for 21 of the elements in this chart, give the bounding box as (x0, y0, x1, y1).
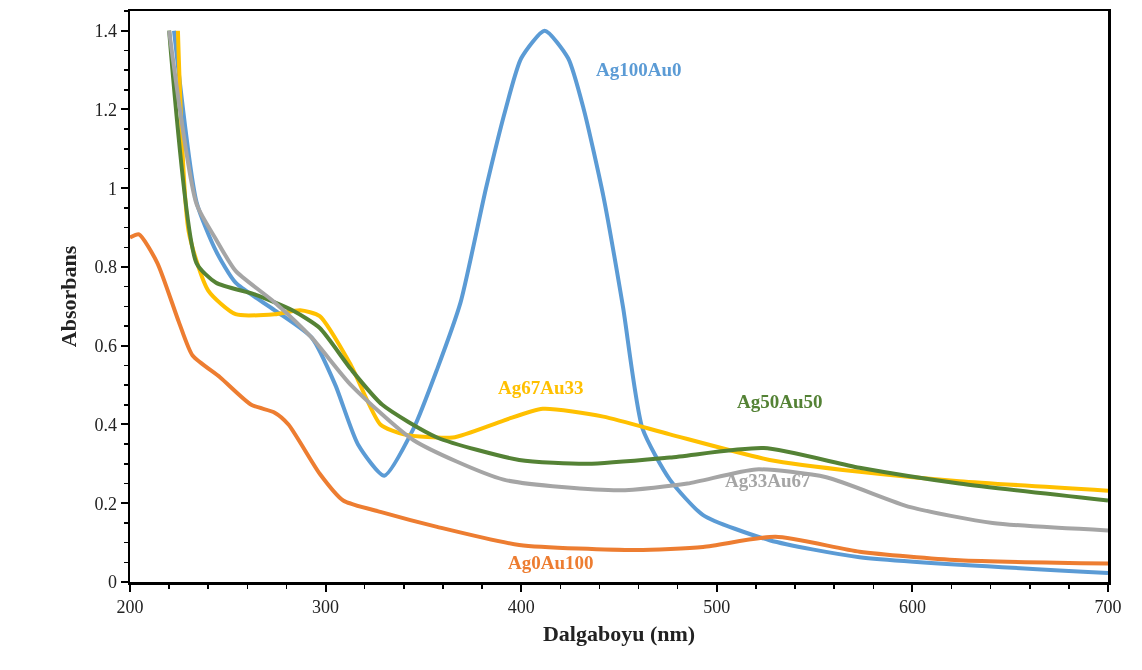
x-tick-label: 500 (703, 597, 731, 618)
x-tick-label: 200 (116, 597, 144, 618)
y-tick-label: 0.6 (94, 336, 117, 357)
series-label: Ag67Au33 (498, 377, 584, 398)
y-tick-label: 1.2 (94, 99, 117, 120)
y-tick-label: 0 (107, 572, 117, 593)
y-tick-label: 1 (107, 178, 117, 199)
x-tick-label: 400 (507, 597, 535, 618)
series-label: Ag0Au100 (508, 552, 594, 573)
y-tick-label: 0.4 (94, 414, 117, 435)
x-tick-label: 300 (312, 597, 340, 618)
y-axis-title: Absorbans (55, 245, 81, 348)
y-tick-label: 0.8 (94, 257, 117, 278)
x-axis-title: Dalgaboyu (nm) (542, 621, 696, 647)
series-label: Ag100Au0 (596, 59, 682, 80)
series-label: Ag33Au67 (725, 470, 812, 491)
y-tick-label: 1.4 (94, 20, 117, 41)
x-tick-label: 600 (898, 597, 926, 618)
y-tick-label: 0.2 (94, 493, 117, 514)
series-label: Ag50Au50 (737, 391, 823, 412)
x-tick-label: 700 (1094, 597, 1122, 618)
